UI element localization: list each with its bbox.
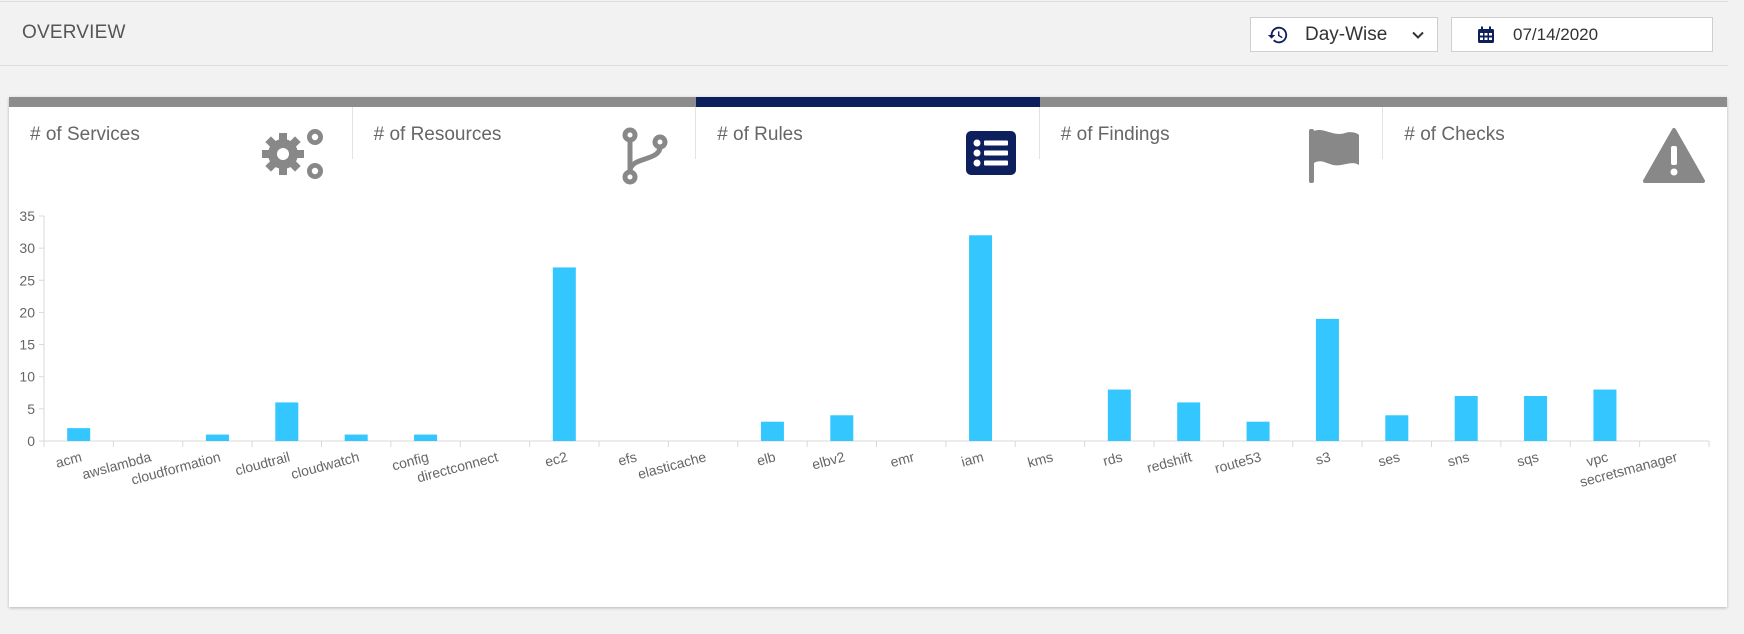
tab-divider [695, 107, 697, 159]
chevron-down-icon [1412, 31, 1424, 39]
history-icon [1267, 26, 1288, 43]
code-branch-icon [622, 127, 668, 185]
tab-resources[interactable]: # of Resources [352, 97, 697, 185]
x-tick-label: cloudwatch [289, 448, 361, 482]
tab-rules[interactable]: # of Rules [696, 97, 1040, 175]
y-tick-label: 10 [19, 369, 35, 385]
x-tick-label: s3 [1314, 448, 1333, 467]
tab-label: # of Checks [1404, 124, 1505, 145]
x-tick-label: acm [54, 448, 84, 470]
period-select-value: Day-Wise [1305, 23, 1388, 45]
x-tick-label: sqs [1515, 448, 1540, 469]
date-value: 07/14/2020 [1513, 24, 1599, 44]
tab-divider [1038, 107, 1040, 159]
y-tick-label: 20 [19, 304, 35, 320]
period-select[interactable]: Day-Wise [1250, 17, 1438, 52]
x-tick-label: directconnect [415, 448, 500, 485]
x-tick-label: elbv2 [810, 448, 847, 472]
x-tick-label: emr [889, 448, 917, 470]
x-tick-label: kms [1026, 448, 1055, 470]
services-bar-chart: 05101520253035acmawslambdacloudformation… [19, 208, 1710, 490]
bar-acm [67, 428, 91, 441]
tab-divider [1382, 107, 1384, 159]
x-tick-label: rds [1101, 448, 1124, 468]
calendar-icon [1478, 26, 1494, 43]
y-tick-label: 15 [19, 337, 35, 353]
x-tick-label: iam [959, 448, 985, 469]
y-tick-label: 0 [27, 433, 35, 449]
date-field[interactable]: 07/14/2020 [1451, 17, 1713, 52]
x-tick-label: ec2 [543, 448, 569, 469]
page-title: OVERVIEW [22, 22, 126, 43]
list-icon [965, 131, 1016, 175]
x-tick-label: efs [616, 448, 638, 468]
tab-services[interactable]: # of Services [9, 97, 353, 179]
y-tick-label: 30 [19, 240, 35, 256]
bar-vpc [1593, 389, 1617, 441]
x-tick-label: vpc [1585, 448, 1610, 469]
warning-icon [1642, 128, 1705, 183]
y-tick-label: 35 [19, 208, 35, 224]
tab-label: # of Services [30, 124, 140, 145]
bar-s3 [1315, 318, 1339, 441]
x-tick-label: cloudtrail [233, 448, 291, 478]
bar-rds [1107, 389, 1131, 441]
tab-label: # of Findings [1060, 124, 1170, 145]
bar-config [414, 434, 438, 441]
tab-label: # of Resources [373, 124, 502, 145]
bar-elbv2 [830, 415, 854, 441]
tab-label: # of Rules [717, 124, 803, 145]
y-tick-label: 5 [27, 401, 35, 417]
tab-checks[interactable]: # of Checks [1383, 97, 1727, 183]
x-tick-label: redshift [1145, 448, 1194, 475]
bar-ses [1385, 415, 1409, 441]
top-border [0, 1, 1728, 2]
x-tick-label: route53 [1213, 448, 1263, 476]
bar-iam [969, 235, 993, 441]
x-tick-label: sns [1446, 448, 1471, 469]
x-tick-label: elasticache [636, 448, 708, 482]
bar-sqs [1524, 396, 1548, 441]
tab-findings[interactable]: # of Findings [1039, 97, 1384, 183]
bar-ec2 [552, 267, 576, 441]
tab-divider [351, 107, 353, 159]
metric-tabs: # of Services [9, 97, 1727, 185]
bar-cloudformation [205, 434, 229, 441]
x-tick-label: elb [755, 448, 777, 468]
bar-elb [760, 421, 784, 441]
bar-cloudwatch [344, 434, 368, 441]
flag-icon [1309, 129, 1360, 183]
bar-cloudtrail [275, 402, 299, 441]
header-divider [0, 65, 1728, 66]
bar-redshift [1177, 402, 1201, 441]
bar-route53 [1246, 421, 1270, 441]
gears-icon [261, 129, 323, 179]
overview-panel: # of Services [9, 97, 1727, 607]
bar-sns [1454, 396, 1478, 441]
y-tick-label: 25 [19, 272, 35, 288]
x-tick-label: ses [1376, 448, 1401, 469]
